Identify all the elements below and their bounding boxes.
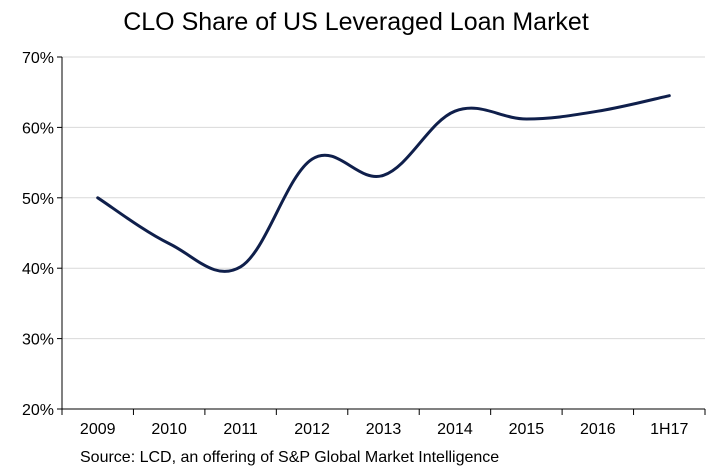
x-tick-label: 2010 xyxy=(151,421,187,438)
x-tick-label: 2009 xyxy=(80,421,116,438)
series-line xyxy=(96,94,671,273)
x-tick-label: 1H17 xyxy=(650,421,688,438)
data-point xyxy=(525,117,528,120)
series-layer xyxy=(96,94,671,273)
data-point xyxy=(453,110,456,113)
data-point xyxy=(382,174,385,177)
x-tick-label: 2015 xyxy=(509,421,545,438)
x-tick-label: 2013 xyxy=(366,421,402,438)
data-point xyxy=(311,158,314,161)
y-tick-label: 60% xyxy=(22,120,54,137)
chart-title: CLO Share of US Leveraged Loan Market xyxy=(123,8,589,36)
y-tick-label: 20% xyxy=(22,402,54,419)
data-point xyxy=(239,265,242,268)
x-tick-label: 2014 xyxy=(437,421,473,438)
data-point xyxy=(596,110,599,113)
x-tick-label: 2012 xyxy=(294,421,330,438)
y-tick-labels: 20% 30% 40% 50% 60% 70% xyxy=(22,50,54,419)
axes xyxy=(57,56,706,415)
data-point xyxy=(96,196,99,199)
grid-lines xyxy=(62,56,705,340)
data-point xyxy=(668,94,671,97)
x-tick-label: 2016 xyxy=(580,421,616,438)
y-tick-label: 50% xyxy=(22,191,54,208)
data-point xyxy=(168,242,171,245)
source-note: Source: LCD, an offering of S&P Global M… xyxy=(80,449,500,466)
y-tick-label: 70% xyxy=(22,50,54,67)
y-tick-label: 30% xyxy=(22,332,54,349)
y-tick-label: 40% xyxy=(22,261,54,278)
x-tick-labels: 2009 2010 2011 2012 2013 2014 2015 2016 1H17 xyxy=(80,421,689,438)
x-tick-label: 2011 xyxy=(223,421,258,438)
